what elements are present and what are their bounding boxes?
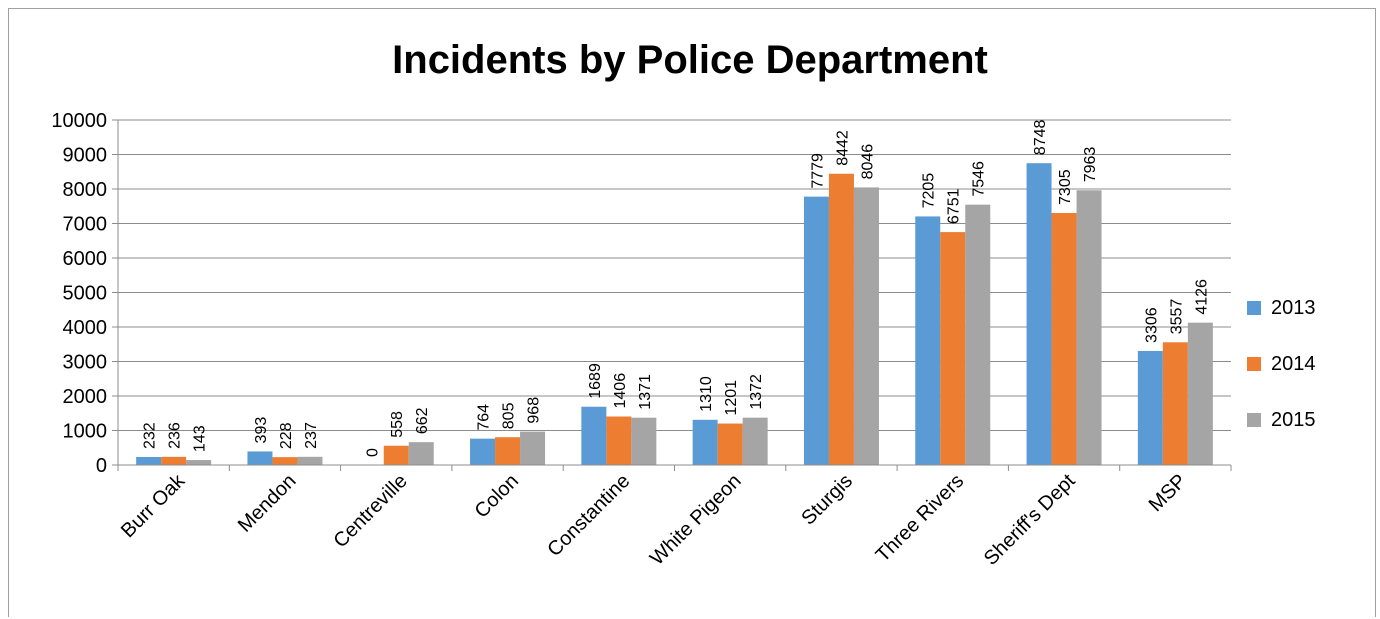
legend-swatch-2014 [1247, 357, 1261, 371]
bar-2013-9 [1137, 350, 1163, 465]
data-label: 805 [501, 402, 518, 429]
data-label: 662 [414, 407, 431, 434]
data-label: 1371 [637, 374, 654, 410]
y-tick-label: 3000 [63, 352, 108, 374]
x-tick-label: Sturgis [797, 470, 857, 530]
bar-2015-6 [853, 187, 879, 465]
bar-2013-7 [915, 216, 941, 465]
data-label: 558 [389, 411, 406, 438]
y-tick-label: 2000 [63, 386, 108, 408]
data-label: 7546 [971, 161, 988, 197]
data-label: 7779 [809, 153, 826, 189]
data-label: 143 [192, 425, 209, 452]
x-tick-label: Colon [471, 470, 524, 523]
x-tick-label: MSP [1145, 470, 1191, 516]
bar-2015-0 [186, 460, 212, 465]
y-tick-label: 1000 [63, 421, 108, 443]
y-tick-label: 8000 [63, 179, 108, 201]
bar-2015-2 [408, 442, 434, 465]
data-label: 1406 [612, 373, 629, 409]
data-label: 8748 [1032, 119, 1049, 155]
bar-2014-9 [1162, 342, 1188, 465]
legend-item-2014: 2014 [1247, 352, 1316, 376]
legend-item-2013: 2013 [1247, 296, 1316, 320]
bar-2014-0 [161, 456, 187, 465]
bar-2014-3 [495, 437, 521, 465]
data-label: 393 [253, 417, 270, 444]
data-label: 4126 [1193, 279, 1210, 315]
y-tick-label: 4000 [63, 317, 108, 339]
y-tick-label: 0 [96, 455, 107, 477]
x-tick-label: Mendon [234, 470, 301, 537]
bar-2013-0 [136, 456, 162, 465]
data-label: 968 [526, 397, 543, 424]
bar-2015-5 [742, 417, 768, 465]
legend-swatch-2015 [1247, 413, 1261, 427]
bar-2014-2 [383, 445, 409, 465]
data-label: 237 [303, 422, 320, 449]
y-tick-label: 7000 [63, 214, 108, 236]
bar-2014-6 [828, 173, 854, 465]
data-label: 0 [364, 448, 381, 457]
y-tick-label: 9000 [63, 145, 108, 167]
bar-2013-5 [692, 419, 718, 465]
data-label: 1372 [748, 374, 765, 410]
bar-2014-1 [272, 457, 298, 465]
data-label: 1689 [587, 363, 604, 399]
bar-2015-8 [1076, 190, 1102, 466]
data-label: 1201 [723, 380, 740, 416]
data-label: 7305 [1057, 169, 1074, 205]
bar-2015-7 [965, 204, 991, 465]
legend-label-2013: 2013 [1271, 296, 1316, 319]
x-tick-label: Centreville [329, 470, 411, 552]
data-label: 8046 [859, 144, 876, 180]
bar-2013-8 [1026, 163, 1052, 465]
bar-2013-4 [581, 406, 607, 465]
data-label: 7963 [1082, 147, 1099, 183]
y-tick-label: 10000 [51, 110, 107, 132]
y-tick-label: 6000 [63, 248, 108, 270]
data-label: 764 [476, 404, 493, 431]
bar-2014-7 [940, 232, 966, 465]
bar-2015-9 [1187, 322, 1213, 465]
bar-2015-4 [631, 417, 657, 465]
data-label: 8442 [834, 130, 851, 166]
x-tick-label: Sheriff's Dept [980, 470, 1080, 570]
data-label: 7205 [921, 173, 938, 209]
bar-2013-1 [247, 451, 273, 465]
data-label: 3306 [1143, 307, 1160, 343]
bar-2014-5 [717, 423, 743, 465]
bar-2015-1 [297, 456, 323, 465]
x-tick-label: Three Rivers [872, 470, 969, 567]
legend-label-2015: 2015 [1271, 408, 1316, 431]
data-label: 228 [278, 422, 295, 449]
bar-2013-6 [803, 196, 829, 465]
legend-label-2014: 2014 [1271, 352, 1316, 375]
bar-2014-4 [606, 416, 632, 465]
chart-title: Incidents by Police Department [392, 38, 988, 82]
data-label: 236 [167, 422, 184, 449]
bar-2013-3 [470, 438, 496, 465]
x-tick-label: Constantine [543, 470, 634, 561]
bar-2015-3 [520, 431, 546, 465]
legend-swatch-2013 [1247, 301, 1261, 315]
x-tick-label: Burr Oak [117, 469, 190, 542]
x-tick-label: White Pigeon [646, 470, 746, 570]
bar-2014-8 [1051, 212, 1077, 465]
data-label: 3557 [1168, 299, 1185, 335]
legend: 2013 2014 2015 [1247, 296, 1316, 464]
data-label: 1310 [698, 376, 715, 412]
y-tick-label: 5000 [63, 283, 108, 305]
chart-frame [8, 8, 1376, 617]
data-label: 6751 [946, 188, 963, 224]
data-label: 232 [142, 422, 159, 449]
legend-item-2015: 2015 [1247, 408, 1316, 432]
